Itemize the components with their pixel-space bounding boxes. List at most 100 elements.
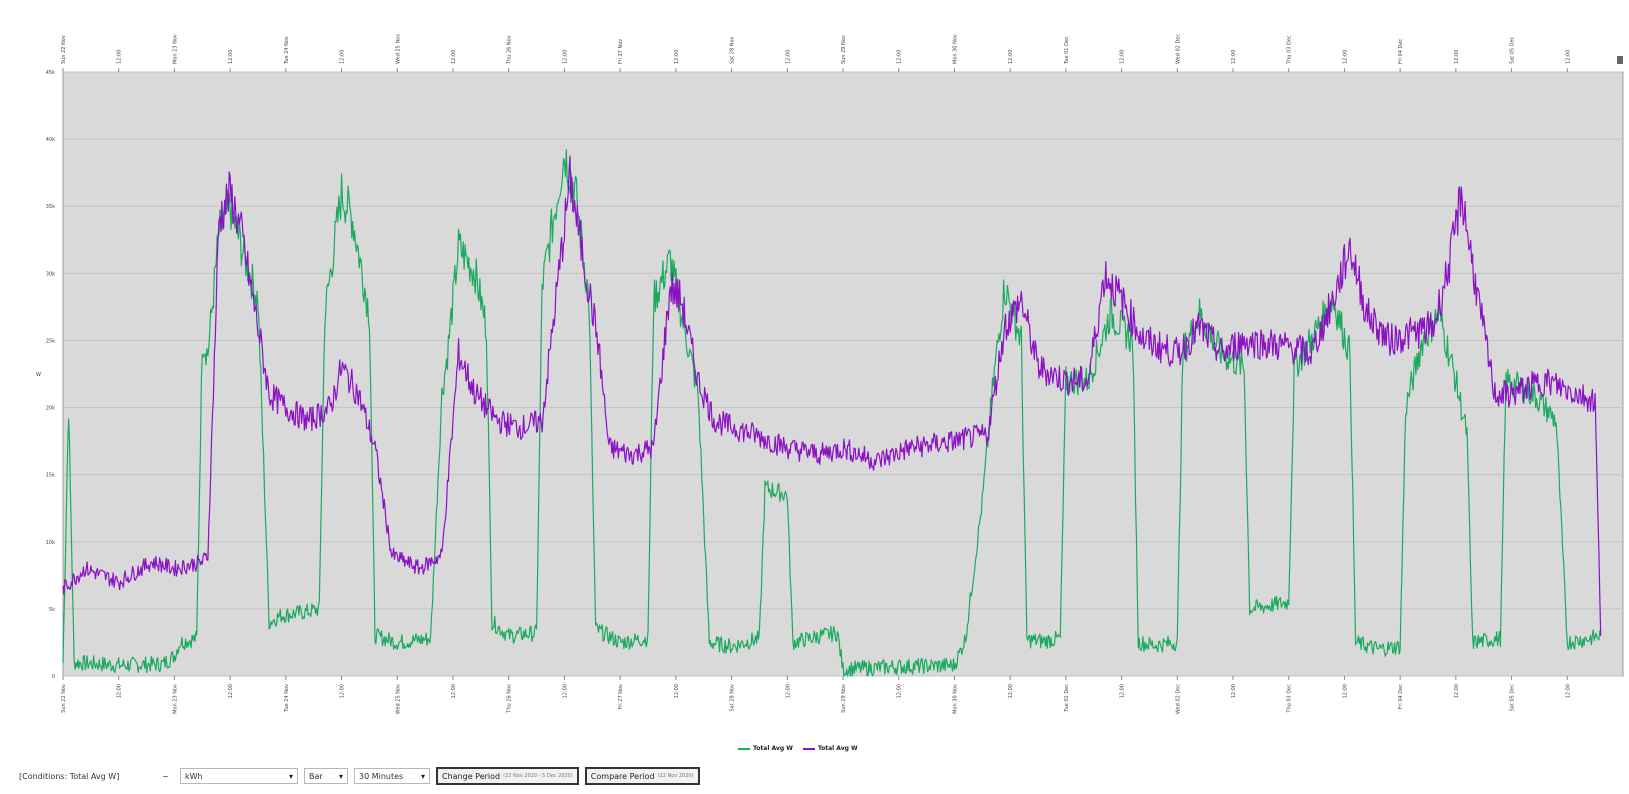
compare-period-range: (22 Nov 2020): [657, 773, 694, 779]
x-axis-top: Sun 22 Nov 12:00 Mon 23 Nov 12:00 Tue 24 Nov…: [61, 34, 1571, 72]
change-period-button[interactable]: Change Period (22 Nov 2020 - 5 Dec 2020): [436, 767, 579, 785]
x-tick-label: 12:00: [340, 684, 346, 698]
gridlines: [63, 71, 1623, 677]
x-tick-label: 12:00: [117, 684, 123, 698]
y-axis-label: W: [36, 372, 41, 378]
y-tick-label: 20k: [46, 406, 55, 412]
x-tick-label: Fri 04 Dec: [1398, 39, 1404, 64]
x-tick-label: Wed 02 Dec: [1175, 684, 1181, 714]
x-tick-label: 12:00: [785, 50, 791, 64]
x-tick-label: Mon 23 Nov: [172, 34, 178, 64]
interval-select[interactable]: 30 Minutes ▾: [354, 768, 430, 784]
x-tick-label: Fri 27 Nov: [618, 684, 624, 709]
plot-area: [62, 71, 1624, 677]
legend-swatch-green: [738, 747, 750, 750]
interval-value: 30 Minutes: [359, 771, 404, 781]
chevron-down-icon: ~: [162, 771, 169, 781]
unit-select-value: kWh: [185, 771, 203, 781]
x-tick-label: 12:00: [340, 50, 346, 64]
x-tick-label: 12:00: [1454, 50, 1460, 64]
chart-type-select[interactable]: Bar ▾: [304, 768, 348, 784]
conditions-label: [Conditions: Total Avg W]: [19, 771, 120, 781]
y-tick-label: 40k: [46, 137, 55, 143]
series-line-green: [62, 149, 1602, 677]
x-tick-label: 12:00: [1008, 50, 1014, 64]
y-tick-label: 35k: [46, 204, 55, 210]
y-tick-label: 15k: [46, 473, 55, 479]
x-tick-label: 12:00: [1565, 684, 1571, 698]
x-tick-label: Fri 27 Nov: [618, 39, 624, 64]
x-tick-label: Sun 22 Nov: [61, 35, 67, 64]
x-tick-label: 12:00: [451, 684, 457, 698]
x-tick-label: Mon 23 Nov: [172, 684, 178, 714]
unit-select[interactable]: kWh ▾: [180, 768, 298, 784]
y-tick-label: 30k: [46, 271, 55, 277]
series-group: [62, 149, 1602, 677]
x-tick-label: 12:00: [562, 50, 568, 64]
x-tick-label: Tue 01 Dec: [1064, 36, 1070, 65]
legend: Total Avg W Total Avg W: [738, 745, 858, 752]
x-tick-label: Sun 22 Nov: [61, 684, 67, 713]
compare-period-label: Compare Period: [590, 771, 655, 781]
legend-swatch-purple: [802, 747, 815, 750]
y-tick-label: 5k: [49, 607, 55, 613]
legend-label: Total Avg W: [753, 745, 793, 752]
x-tick-label: 12:00: [674, 50, 680, 64]
x-tick-label: Thu 26 Nov: [507, 684, 513, 714]
change-period-range: (22 Nov 2020 - 5 Dec 2020): [503, 773, 573, 779]
x-tick-label: 12:00: [897, 50, 903, 64]
x-tick-label: 12:00: [1454, 684, 1460, 698]
compare-period-button[interactable]: Compare Period (22 Nov 2020): [584, 767, 700, 785]
x-axis-bottom: Sun 22 Nov 12:00 Mon 23 Nov 12:00 Tue 24 Nov…: [61, 676, 1571, 714]
x-tick-label: Sat 05 Dec: [1510, 684, 1516, 712]
x-tick-label: 12:00: [1231, 684, 1237, 698]
x-tick-label: 12:00: [1342, 50, 1348, 64]
x-tick-label: 12:00: [1342, 684, 1348, 698]
x-tick-label: 12:00: [228, 50, 234, 64]
x-tick-label: 12:00: [897, 684, 903, 698]
x-tick-label: Mon 30 Nov: [952, 34, 958, 64]
x-tick-label: 12:00: [1008, 684, 1014, 698]
series-line-purple: [62, 155, 1602, 636]
x-tick-label: Thu 03 Dec: [1287, 35, 1293, 65]
x-tick-label: Sat 28 Nov: [730, 684, 736, 712]
x-tick-label: Wed 25 Nov: [395, 34, 401, 64]
x-tick-label: Tue 24 Nov: [284, 684, 290, 713]
x-tick-label: 12:00: [785, 684, 791, 698]
x-tick-label: 12:00: [117, 50, 123, 64]
y-tick-label: 10k: [46, 540, 55, 546]
x-tick-label: 12:00: [674, 684, 680, 698]
x-tick-label: Tue 24 Nov: [284, 36, 290, 65]
y-tick-label: 45k: [46, 70, 55, 76]
y-axis: 0 5k 10k 15k 20k 25k 30k 35k 40k 45k: [46, 70, 55, 680]
legend-item[interactable]: Total Avg W: [802, 745, 858, 752]
legend-item[interactable]: Total Avg W: [738, 745, 793, 752]
x-tick-label: Thu 03 Dec: [1287, 684, 1293, 714]
toolbar: [Conditions: Total Avg W] ~ kWh ▾ Bar ▾ …: [14, 766, 700, 786]
x-tick-label: Sun 29 Nov: [841, 684, 847, 713]
x-tick-label: Thu 26 Nov: [507, 35, 513, 65]
chevron-down-icon: ▾: [420, 771, 425, 781]
x-tick-label: 12:00: [1565, 50, 1571, 64]
chart-menu-icon[interactable]: [1617, 56, 1623, 64]
x-tick-label: 12:00: [1120, 50, 1126, 64]
x-tick-label: Wed 25 Nov: [395, 684, 401, 714]
conditions-dropdown[interactable]: [Conditions: Total Avg W] ~: [14, 768, 174, 784]
x-tick-label: Tue 01 Dec: [1064, 684, 1070, 713]
x-tick-label: 12:00: [451, 50, 457, 64]
chevron-down-icon: ▾: [338, 771, 343, 781]
x-tick-label: 12:00: [1231, 50, 1237, 64]
y-tick-label: 0: [52, 674, 55, 680]
chevron-down-icon: ▾: [288, 771, 293, 781]
x-tick-label: Wed 02 Dec: [1175, 34, 1181, 64]
x-tick-label: Mon 30 Nov: [952, 684, 958, 714]
x-tick-label: Sun 29 Nov: [841, 35, 847, 64]
x-tick-label: 12:00: [562, 684, 568, 698]
x-tick-label: 12:00: [1120, 684, 1126, 698]
x-tick-label: Sat 28 Nov: [730, 36, 736, 64]
chart-type-value: Bar: [309, 771, 323, 781]
x-tick-label: 12:00: [228, 684, 234, 698]
change-period-label: Change Period: [442, 771, 501, 781]
x-tick-label: Fri 04 Dec: [1398, 684, 1404, 709]
